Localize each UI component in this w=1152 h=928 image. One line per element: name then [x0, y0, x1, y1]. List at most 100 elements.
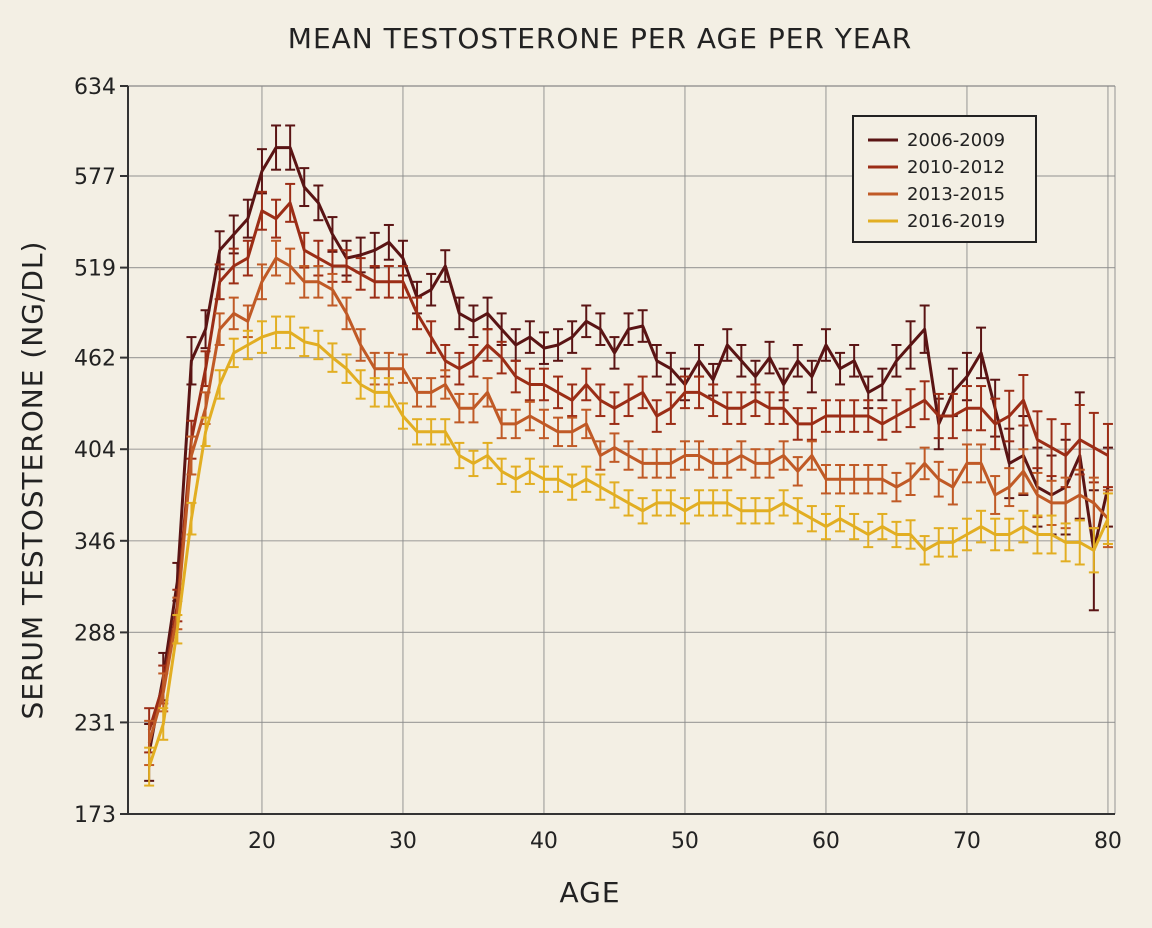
error-bar	[947, 527, 958, 558]
error-bar	[496, 408, 507, 440]
error-bar	[285, 124, 296, 171]
error-bar	[553, 465, 564, 493]
error-bar	[228, 296, 239, 331]
error-bar	[764, 448, 775, 479]
error-bar	[355, 328, 366, 362]
error-bar	[736, 391, 747, 425]
error-bar	[764, 340, 775, 375]
error-bar	[736, 343, 747, 378]
error-bar	[637, 309, 648, 343]
error-bar	[1032, 514, 1043, 555]
error-bar	[651, 343, 662, 378]
legend-label: 2010-2012	[907, 157, 1005, 178]
error-bar	[623, 440, 634, 471]
error-bar	[905, 462, 916, 497]
error-bar	[553, 328, 564, 362]
error-bar	[341, 249, 352, 283]
error-bar	[750, 383, 761, 418]
error-bar	[482, 441, 493, 470]
error-bar	[538, 331, 549, 365]
error-bar	[792, 407, 803, 441]
error-bar	[1018, 373, 1029, 427]
error-bar	[694, 343, 705, 378]
error-bar	[877, 464, 888, 495]
error-bar	[454, 441, 465, 470]
y-tick-label: 173	[74, 803, 116, 828]
error-bar	[679, 440, 690, 471]
error-bar	[1088, 527, 1099, 574]
error-bar	[976, 385, 987, 432]
error-bar	[299, 167, 310, 208]
error-bar	[919, 535, 930, 566]
error-bar	[694, 440, 705, 471]
error-bar	[919, 380, 930, 421]
error-bar	[651, 399, 662, 433]
error-bar	[242, 329, 253, 361]
error-bar	[369, 377, 380, 408]
error-bar	[1102, 492, 1113, 545]
error-bar	[242, 198, 253, 239]
error-bar	[524, 367, 535, 402]
error-bar	[679, 497, 690, 525]
error-bar	[792, 456, 803, 487]
error-bar	[891, 399, 902, 433]
error-bar	[186, 336, 197, 386]
error-bar	[623, 489, 634, 517]
error-bar	[820, 464, 831, 495]
error-bar	[806, 359, 817, 394]
error-bar	[722, 489, 733, 517]
error-bar	[849, 399, 860, 433]
error-bar	[510, 359, 521, 394]
error-bar	[820, 512, 831, 541]
error-bar	[820, 328, 831, 362]
error-bar	[1046, 418, 1057, 478]
error-bar	[581, 367, 592, 402]
error-bar	[877, 407, 888, 441]
error-bar	[694, 375, 705, 410]
error-bar	[355, 257, 366, 291]
error-bar	[722, 391, 733, 425]
error-bar	[849, 343, 860, 378]
error-bar	[299, 265, 310, 299]
error-bar	[961, 517, 972, 552]
error-bar	[877, 512, 888, 541]
error-bar	[1004, 467, 1015, 508]
error-bar	[496, 340, 507, 375]
error-bar	[426, 377, 437, 408]
error-bar	[595, 440, 606, 471]
error-bar	[468, 392, 479, 424]
error-bar	[397, 265, 408, 299]
error-bar	[482, 377, 493, 408]
x-tick-label: 40	[530, 829, 558, 854]
error-bar	[863, 464, 874, 495]
error-bar	[792, 497, 803, 525]
error-bar	[1046, 514, 1057, 555]
error-bar	[510, 465, 521, 493]
error-bar	[806, 505, 817, 533]
error-bar	[454, 296, 465, 331]
y-tick-label: 577	[74, 165, 116, 190]
error-bar	[905, 320, 916, 370]
error-bar	[933, 460, 944, 498]
error-bar	[468, 343, 479, 378]
error-bar	[623, 383, 634, 418]
error-bar	[271, 315, 282, 350]
error-bar	[919, 446, 930, 481]
error-bar	[609, 432, 620, 463]
y-tick-label: 231	[74, 711, 116, 736]
error-bar	[990, 397, 1001, 451]
error-bar	[412, 418, 423, 446]
error-bar	[835, 505, 846, 533]
error-bar	[750, 497, 761, 525]
error-bar	[919, 304, 930, 354]
error-bar	[609, 391, 620, 425]
y-tick-label: 462	[74, 347, 116, 372]
error-bar	[792, 343, 803, 378]
error-bar	[567, 473, 578, 501]
error-bar	[524, 400, 535, 432]
error-bar	[849, 512, 860, 541]
error-bar	[524, 320, 535, 354]
error-bar	[186, 435, 197, 476]
error-bar	[510, 408, 521, 440]
error-bar	[341, 296, 352, 331]
